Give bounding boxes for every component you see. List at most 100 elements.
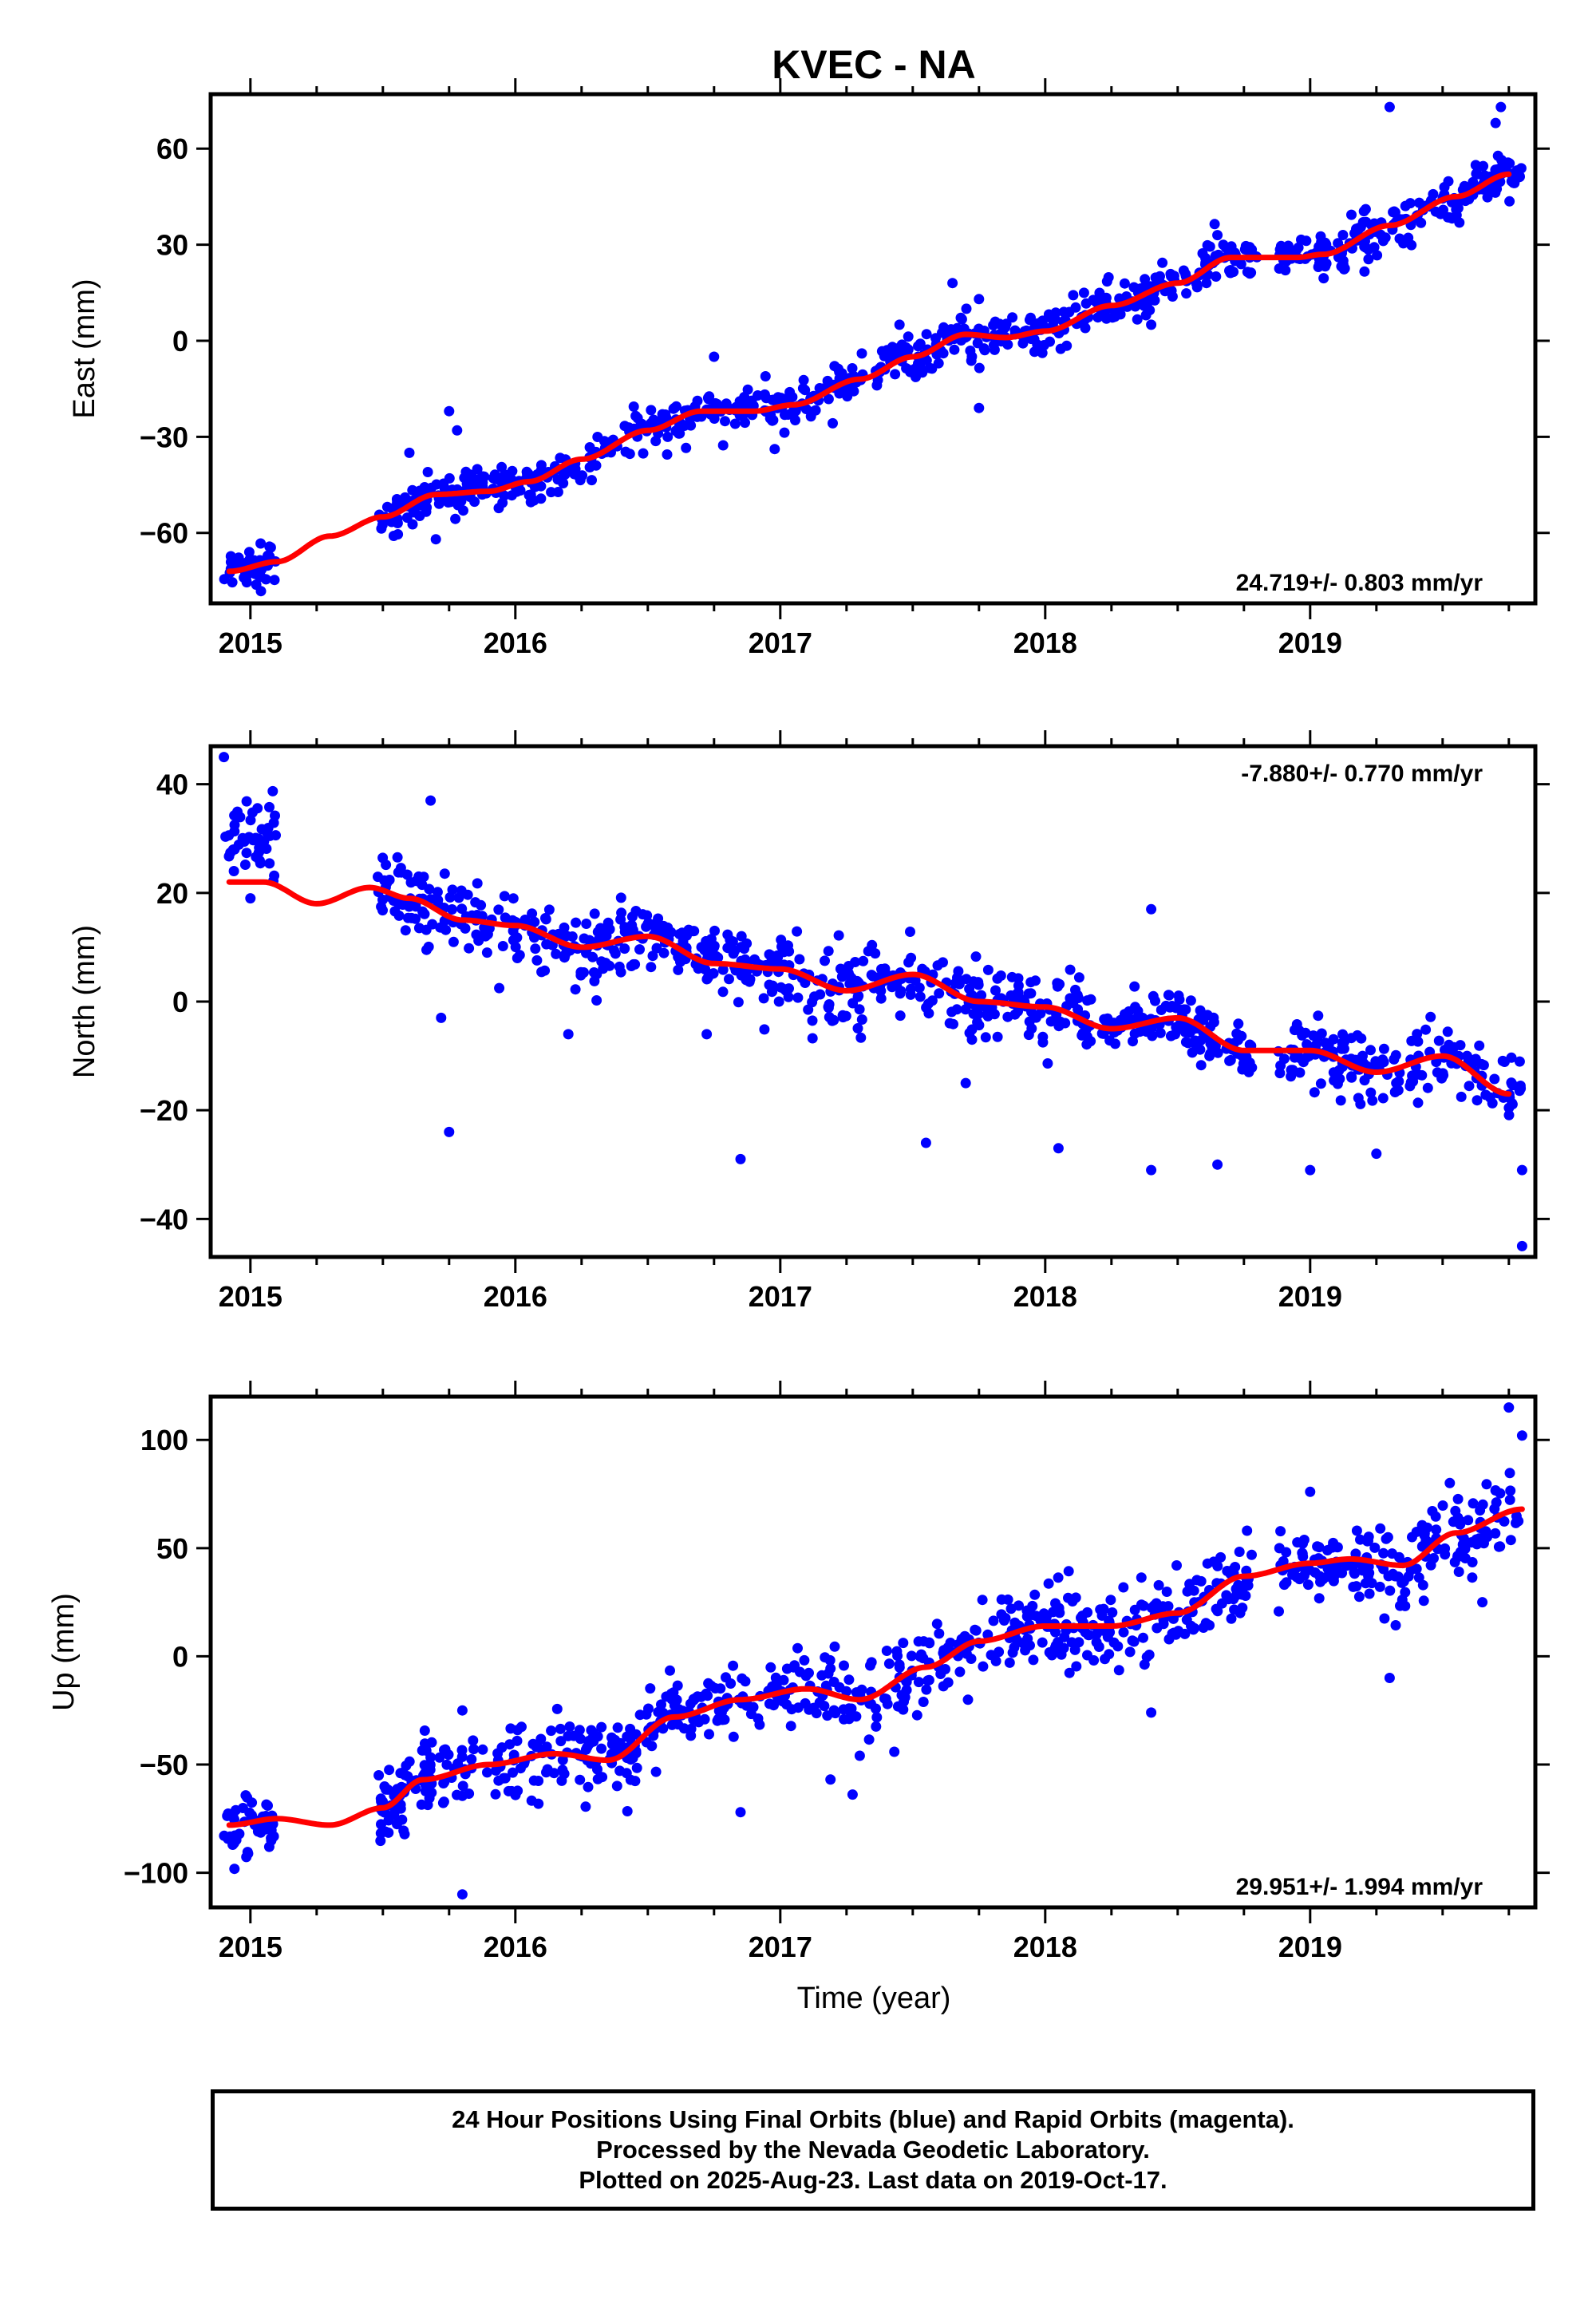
data-point (858, 955, 869, 966)
data-point (701, 1029, 713, 1040)
data-point (854, 1004, 865, 1015)
data-point (563, 1730, 574, 1741)
data-point (894, 1659, 905, 1670)
x-axis-label: Time (year) (797, 1982, 951, 2015)
data-point (729, 418, 741, 429)
data-point (1081, 1039, 1092, 1050)
data-point (1406, 1035, 1417, 1046)
data-point (421, 502, 433, 513)
outlier-point (1212, 1159, 1223, 1170)
x-tick-label: 2016 (484, 626, 547, 659)
data-point (247, 835, 259, 846)
data-point (638, 448, 649, 459)
data-point (551, 948, 562, 959)
data-point (973, 979, 984, 990)
data-point (1211, 271, 1222, 282)
data-point (807, 1015, 818, 1026)
data-point (421, 924, 432, 935)
data-point (717, 986, 729, 998)
data-point (1242, 1580, 1254, 1591)
y-tick-label: 0 (172, 1640, 188, 1673)
data-point (1452, 1493, 1464, 1504)
data-point (977, 1595, 988, 1606)
data-point (949, 344, 960, 355)
data-point (515, 1763, 526, 1774)
footer-notes-box: 24 Hour Positions Using Final Orbits (bl… (211, 2089, 1535, 2211)
data-point (1160, 1000, 1171, 1011)
data-point (508, 893, 519, 904)
data-point (614, 1765, 626, 1777)
data-point (835, 963, 846, 974)
data-point (1110, 1038, 1120, 1049)
data-point (496, 461, 508, 472)
data-point (1472, 1095, 1483, 1106)
outlier-point (947, 278, 958, 289)
data-point (261, 1799, 272, 1810)
data-point (1351, 1581, 1362, 1592)
y-tick-label: 100 (140, 1424, 188, 1456)
data-point (1385, 1585, 1396, 1596)
data-point (1320, 1037, 1331, 1049)
data-point (1369, 1542, 1381, 1553)
data-point (1005, 990, 1017, 1001)
data-point (1364, 1588, 1375, 1599)
outlier-point (219, 752, 230, 763)
data-point (432, 887, 443, 898)
data-point (1495, 1541, 1506, 1552)
data-point (417, 906, 429, 917)
data-point (397, 1814, 408, 1825)
outlier-point (245, 893, 256, 904)
data-point (866, 945, 877, 956)
east-y-axis-label: East (mm) (68, 279, 101, 418)
data-point (393, 867, 404, 878)
data-point (438, 1796, 449, 1808)
data-point (1301, 235, 1312, 247)
north-plot-frame (208, 744, 1538, 1259)
east-fit-line (226, 171, 1512, 575)
data-point (443, 497, 454, 508)
data-point (1161, 1587, 1172, 1597)
data-point (1029, 346, 1040, 358)
data-point (1093, 1642, 1104, 1652)
data-point (1082, 995, 1092, 1006)
data-point (1505, 1485, 1516, 1496)
data-point (992, 1031, 1003, 1042)
data-point (767, 980, 778, 991)
data-point (247, 1810, 257, 1821)
data-point (591, 969, 602, 980)
data-point (658, 1707, 669, 1718)
data-point (776, 935, 787, 946)
data-point (1286, 1065, 1297, 1076)
data-point (1244, 268, 1255, 279)
data-point (1359, 241, 1370, 252)
data-point (498, 1773, 509, 1784)
data-point (823, 393, 834, 405)
data-point (699, 1713, 710, 1725)
data-point (533, 1798, 544, 1809)
data-point (966, 1024, 978, 1035)
up-scatter-points (219, 1402, 1527, 1900)
data-point (766, 953, 777, 964)
data-point (1289, 1025, 1300, 1036)
data-point (784, 386, 796, 397)
data-point (841, 1686, 852, 1697)
data-point (255, 538, 267, 549)
data-point (1377, 235, 1389, 247)
data-point (424, 1792, 435, 1804)
data-point (1436, 1073, 1448, 1084)
data-point (543, 904, 555, 915)
data-point (820, 1680, 832, 1691)
data-point (855, 1032, 867, 1043)
data-point (586, 1737, 597, 1748)
data-point (764, 1698, 775, 1709)
data-point (913, 1677, 924, 1688)
data-point (264, 801, 275, 812)
data-point (836, 971, 847, 982)
data-point (1136, 1572, 1147, 1583)
data-point (414, 511, 425, 521)
data-point (1504, 1468, 1515, 1479)
data-point (1353, 1591, 1365, 1603)
data-point (931, 1618, 942, 1630)
data-point (1326, 1542, 1337, 1553)
data-point (688, 1694, 699, 1705)
